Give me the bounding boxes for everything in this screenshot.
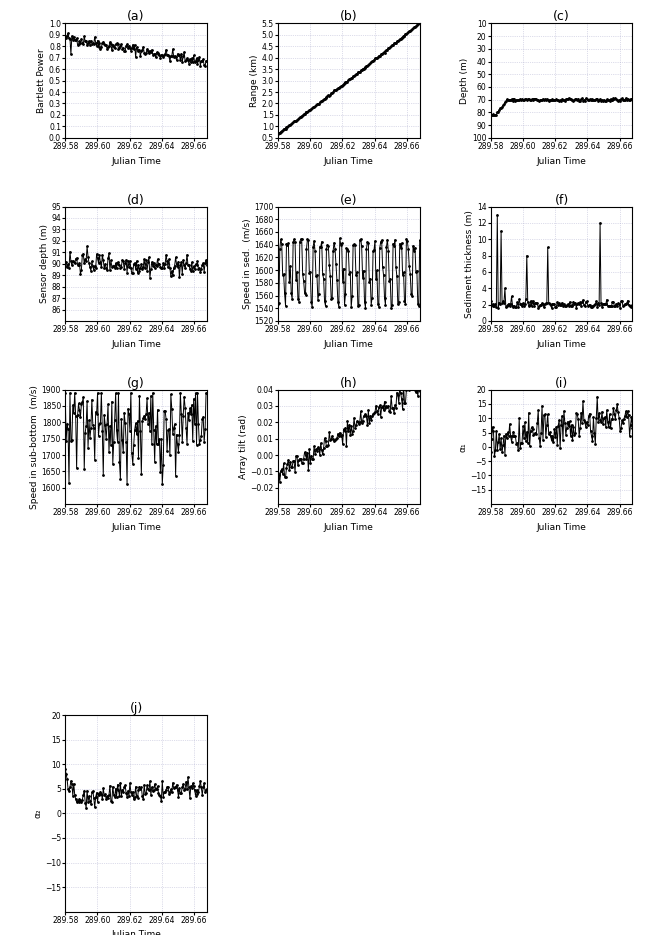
Y-axis label: Speed in sed.  (m/s): Speed in sed. (m/s)	[243, 219, 252, 309]
Y-axis label: Speed in sub-bottom  (m/s): Speed in sub-bottom (m/s)	[30, 385, 39, 509]
Title: (i): (i)	[555, 377, 568, 390]
X-axis label: Julian Time: Julian Time	[537, 523, 586, 532]
X-axis label: Julian Time: Julian Time	[324, 523, 374, 532]
X-axis label: Julian Time: Julian Time	[111, 339, 161, 349]
Title: (j): (j)	[130, 702, 143, 715]
Y-axis label: Range (km): Range (km)	[250, 54, 259, 107]
Title: (a): (a)	[127, 10, 145, 23]
Y-axis label: α₁: α₁	[459, 442, 467, 452]
Y-axis label: Bartlett Power: Bartlett Power	[37, 49, 46, 113]
Title: (g): (g)	[127, 377, 145, 390]
X-axis label: Julian Time: Julian Time	[111, 523, 161, 532]
X-axis label: Julian Time: Julian Time	[537, 339, 586, 349]
X-axis label: Julian Time: Julian Time	[111, 156, 161, 165]
Y-axis label: Sensor depth (m): Sensor depth (m)	[40, 224, 48, 303]
Title: (d): (d)	[127, 194, 145, 207]
Y-axis label: Depth (m): Depth (m)	[460, 57, 469, 104]
X-axis label: Julian Time: Julian Time	[324, 156, 374, 165]
Title: (h): (h)	[340, 377, 358, 390]
Y-axis label: α₂: α₂	[33, 809, 42, 818]
Title: (b): (b)	[340, 10, 358, 23]
X-axis label: Julian Time: Julian Time	[324, 339, 374, 349]
Y-axis label: Array tilt (rad): Array tilt (rad)	[239, 414, 248, 479]
Title: (c): (c)	[553, 10, 570, 23]
X-axis label: Julian Time: Julian Time	[537, 156, 586, 165]
Title: (e): (e)	[340, 194, 357, 207]
Y-axis label: Sediment thickness (m): Sediment thickness (m)	[465, 209, 474, 318]
Title: (f): (f)	[554, 194, 569, 207]
X-axis label: Julian Time: Julian Time	[111, 930, 161, 935]
